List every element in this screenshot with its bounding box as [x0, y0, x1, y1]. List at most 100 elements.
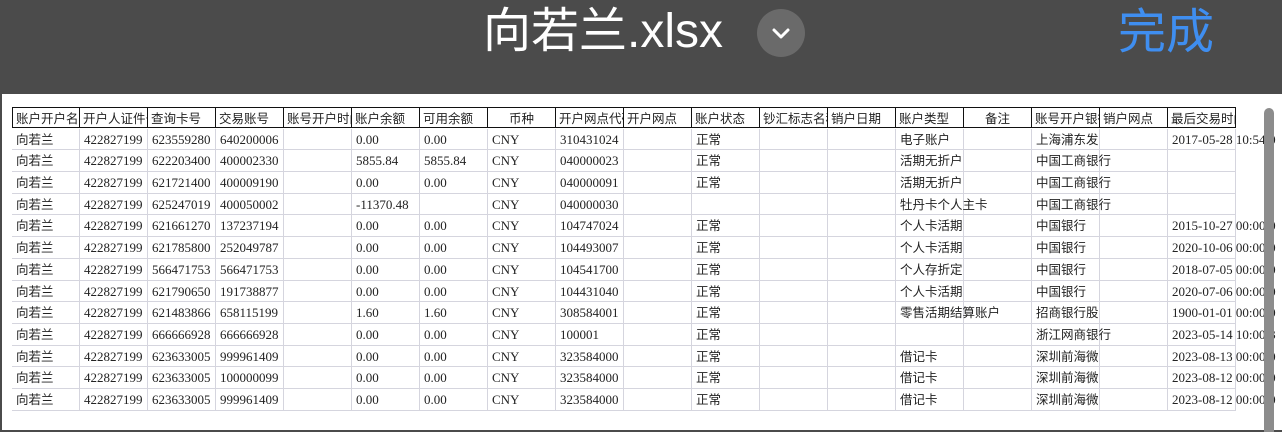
table-cell[interactable]: 正常 [692, 215, 760, 238]
table-cell[interactable]: CNY [488, 280, 556, 303]
table-cell[interactable] [1100, 323, 1168, 346]
table-cell[interactable] [828, 193, 896, 216]
table-cell[interactable]: 400009190 [216, 172, 284, 194]
table-cell[interactable]: 0.00 [352, 237, 420, 259]
table-cell[interactable]: 正常 [692, 345, 760, 368]
table-cell[interactable]: 323584000 [556, 388, 624, 411]
table-cell[interactable]: 浙江网商银行 [1032, 323, 1111, 346]
table-cell[interactable] [284, 237, 352, 259]
table-cell[interactable]: 深圳前海微 [1032, 388, 1100, 411]
table-cell[interactable]: CNY [488, 388, 556, 411]
table-cell[interactable]: 中国银行 [1032, 280, 1100, 303]
table-cell[interactable] [760, 388, 828, 411]
table-cell[interactable] [624, 323, 692, 346]
table-cell[interactable] [1100, 172, 1168, 194]
table-cell[interactable]: 2023-08-13 00:00:0 [1168, 345, 1276, 368]
table-cell[interactable]: 借记卡 [896, 388, 964, 411]
table-cell[interactable]: 999961409 [216, 388, 284, 411]
table-cell[interactable]: CNY [488, 367, 556, 389]
table-cell[interactable]: 623633005 [148, 388, 216, 411]
table-cell[interactable]: 621661270 [148, 215, 216, 238]
table-cell[interactable]: 个人卡活期 [896, 280, 964, 303]
table-cell[interactable]: 422827199 [80, 215, 148, 238]
table-cell[interactable]: 422827199 [80, 193, 148, 216]
table-cell[interactable] [1100, 237, 1168, 259]
table-cell[interactable]: CNY [488, 215, 556, 238]
table-cell[interactable]: 422827199 [80, 237, 148, 259]
table-cell[interactable]: CNY [488, 172, 556, 194]
table-cell[interactable]: 0.00 [352, 280, 420, 303]
table-cell[interactable]: 活期无折户 [896, 150, 964, 173]
table-cell[interactable]: CNY [488, 302, 556, 324]
table-cell[interactable] [964, 150, 1032, 173]
table-cell[interactable]: CNY [488, 237, 556, 259]
table-cell[interactable] [420, 193, 488, 216]
table-cell[interactable] [624, 258, 692, 281]
table-cell[interactable] [284, 280, 352, 303]
table-cell[interactable]: 0.00 [420, 280, 488, 303]
table-cell[interactable]: 正常 [692, 367, 760, 389]
table-cell[interactable]: 2023-08-12 00:00:0 [1168, 388, 1276, 411]
table-cell[interactable]: 0.00 [420, 258, 488, 281]
table-cell[interactable] [624, 150, 692, 173]
table-cell[interactable]: 422827199 [80, 172, 148, 194]
table-cell[interactable] [284, 150, 352, 173]
table-cell[interactable]: 0.00 [420, 388, 488, 411]
table-cell[interactable]: 621483866 [148, 302, 216, 324]
table-cell[interactable] [828, 150, 896, 173]
table-cell[interactable]: 623633005 [148, 345, 216, 368]
table-cell[interactable]: 0.00 [352, 258, 420, 281]
table-cell[interactable] [624, 388, 692, 411]
table-cell[interactable]: 0.00 [352, 172, 420, 194]
table-cell[interactable] [964, 367, 1032, 389]
table-cell[interactable]: 向若兰 [12, 258, 80, 281]
table-cell[interactable]: 422827199 [80, 258, 148, 281]
table-cell[interactable] [760, 367, 828, 389]
table-cell[interactable] [896, 323, 964, 346]
table-cell[interactable]: 深圳前海微 [1032, 367, 1100, 389]
table-cell[interactable] [624, 128, 692, 151]
table-cell[interactable]: 招商银行股 [1032, 302, 1100, 324]
done-button[interactable]: 完成 [1118, 4, 1215, 60]
table-cell[interactable]: 104431040 [556, 280, 624, 303]
table-cell[interactable]: 104541700 [556, 258, 624, 281]
table-cell[interactable]: 中国工商银行 [1032, 193, 1111, 216]
table-cell[interactable]: 625247019 [148, 193, 216, 216]
table-cell[interactable] [1100, 280, 1168, 303]
table-cell[interactable] [828, 237, 896, 259]
table-cell[interactable]: 中国银行 [1032, 215, 1100, 238]
table-cell[interactable]: 308584001 [556, 302, 624, 324]
table-cell[interactable]: 上海浦东发 [1032, 128, 1100, 151]
table-cell[interactable] [964, 215, 1032, 238]
table-cell[interactable] [624, 280, 692, 303]
table-cell[interactable] [624, 345, 692, 368]
table-cell[interactable]: 422827199 [80, 323, 148, 346]
table-cell[interactable]: 中国银行 [1032, 258, 1100, 281]
table-cell[interactable]: 向若兰 [12, 367, 80, 389]
table-cell[interactable] [964, 193, 1032, 216]
table-cell[interactable] [964, 280, 1032, 303]
table-cell[interactable]: 2023-05-14 10:00:3 [1168, 323, 1276, 346]
table-cell[interactable] [284, 388, 352, 411]
table-cell[interactable]: 正常 [692, 323, 760, 346]
table-cell[interactable]: 422827199 [80, 302, 148, 324]
table-cell[interactable]: 正常 [692, 237, 760, 259]
table-cell[interactable]: 0.00 [420, 172, 488, 194]
table-cell[interactable]: 623559280 [148, 128, 216, 151]
table-cell[interactable]: 个人卡活期 [896, 215, 964, 238]
table-cell[interactable]: 621785800 [148, 237, 216, 259]
table-cell[interactable] [964, 388, 1032, 411]
table-cell[interactable]: 422827199 [80, 367, 148, 389]
table-cell[interactable] [760, 128, 828, 151]
table-cell[interactable]: 向若兰 [12, 388, 80, 411]
table-cell[interactable]: 正常 [692, 128, 760, 151]
table-cell[interactable] [284, 258, 352, 281]
table-cell[interactable] [828, 345, 896, 368]
table-cell[interactable]: 电子账户 [896, 128, 964, 151]
table-cell[interactable] [624, 302, 692, 324]
table-cell[interactable]: 0.00 [352, 215, 420, 238]
table-cell[interactable] [828, 172, 896, 194]
table-cell[interactable]: 422827199 [80, 388, 148, 411]
table-cell[interactable] [284, 302, 352, 324]
table-cell[interactable]: 666666928 [216, 323, 284, 346]
